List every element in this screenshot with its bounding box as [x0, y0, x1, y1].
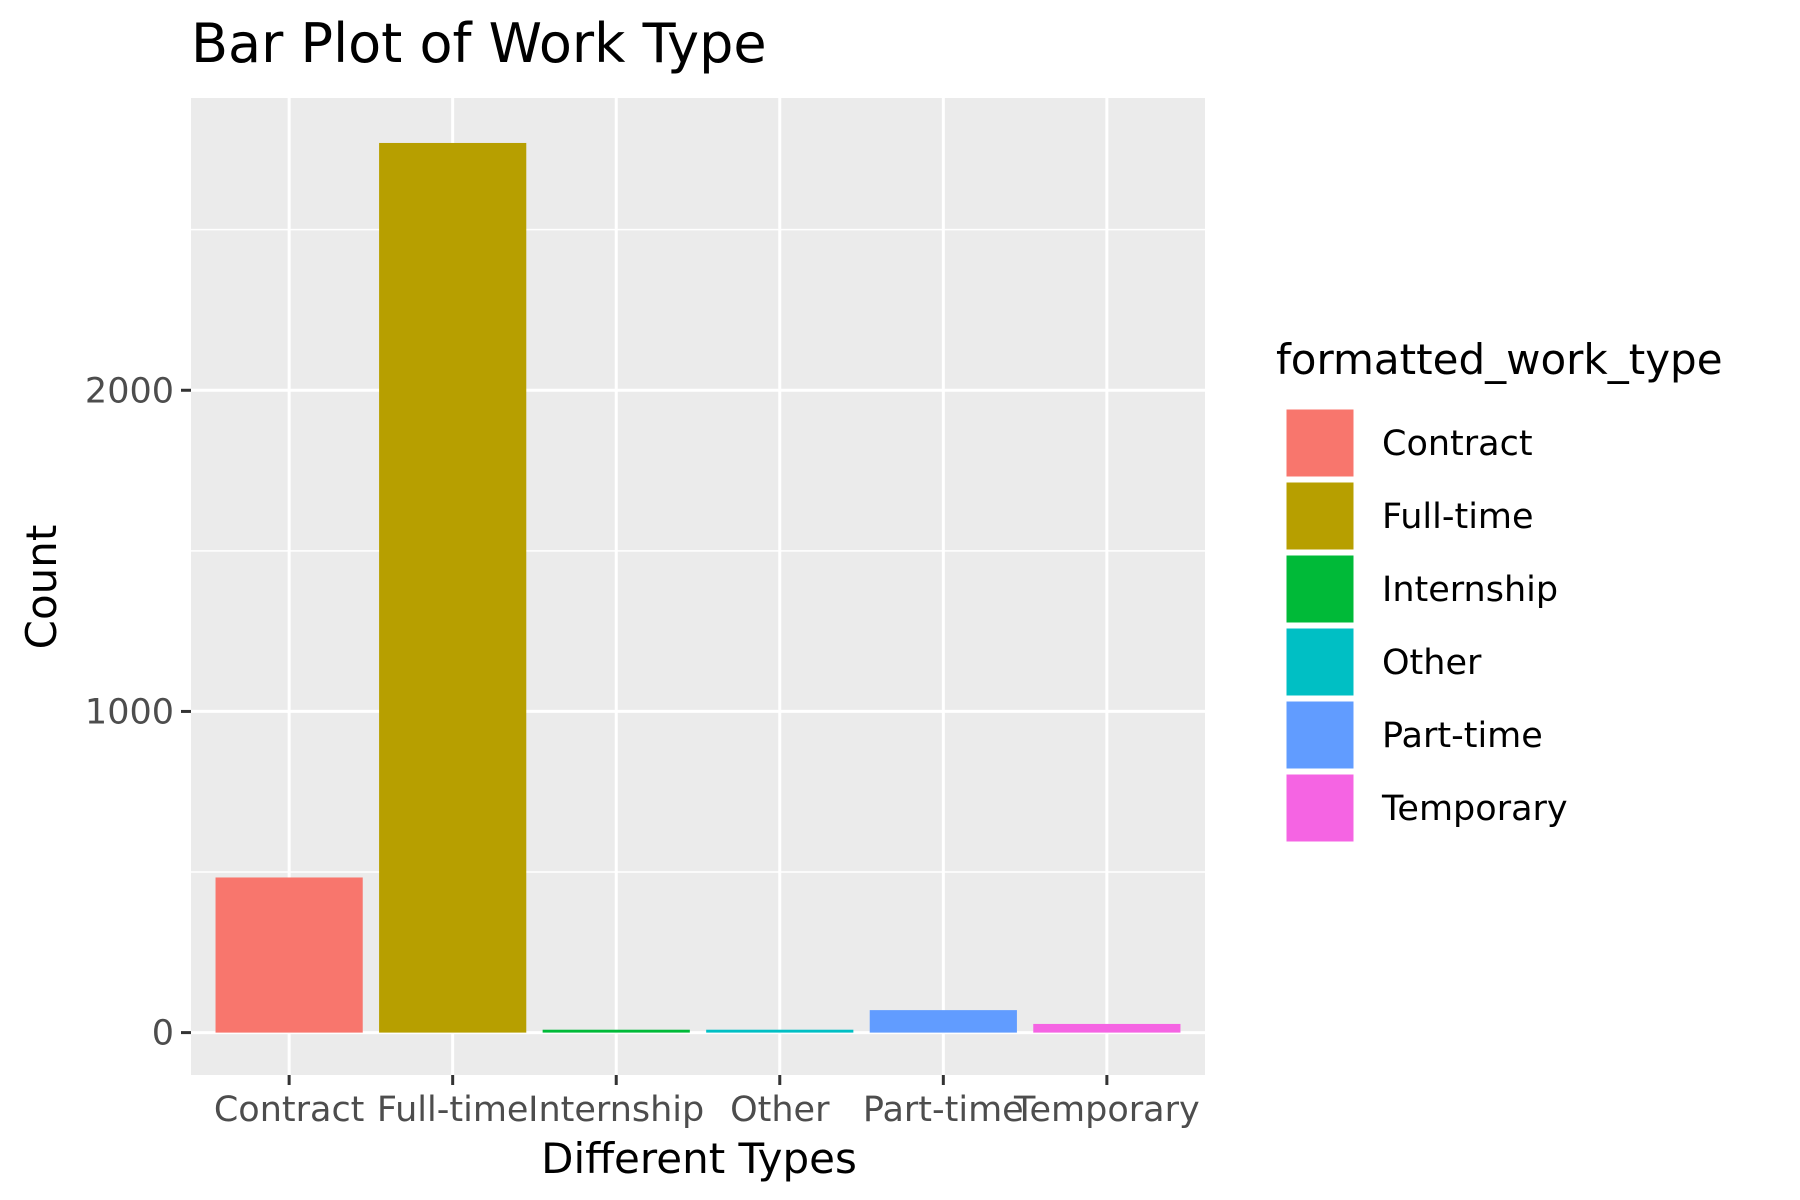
y-tick-label: 0 [152, 1014, 174, 1054]
legend-key [1283, 625, 1357, 699]
legend-key [1283, 698, 1357, 772]
x-axis-title: Different Types [541, 1134, 857, 1183]
bar-part-time [869, 1010, 1017, 1033]
y-tick-label: 2000 [85, 371, 174, 411]
bar-contract [215, 877, 363, 1033]
legend-items: Contract Full-time Internship Other Part-tim… [1283, 406, 1568, 845]
x-axis: Contract Full-time Internship Other Part-tim… [214, 1075, 1200, 1130]
x-tick-label: Other [730, 1090, 830, 1130]
x-tick-label: Internship [528, 1090, 704, 1130]
legend: formatted_work_type Contract Full-time Int… [1276, 335, 1723, 845]
bar-other [706, 1029, 854, 1033]
legend-key [1283, 771, 1357, 845]
chart-title: Bar Plot of Work Type [191, 12, 767, 75]
legend-key [1283, 479, 1357, 553]
x-tick-label: Temporary [1013, 1090, 1200, 1130]
grid-minor [191, 228, 1205, 873]
bar-internship [542, 1029, 690, 1033]
legend-label: Contract [1382, 424, 1533, 464]
legend-label: Internship [1382, 570, 1558, 610]
x-tick-label: Full-time [377, 1090, 529, 1130]
y-tick-label: 1000 [85, 692, 174, 732]
bars [215, 142, 1181, 1033]
y-axis-title: Count [17, 525, 66, 650]
legend-key [1283, 552, 1357, 626]
legend-label: Full-time [1382, 497, 1534, 537]
bar-temporary [1033, 1023, 1181, 1033]
legend-label: Temporary [1381, 789, 1568, 829]
legend-title: formatted_work_type [1276, 335, 1723, 384]
x-tick-label: Part-time [863, 1090, 1024, 1130]
legend-label: Other [1382, 643, 1482, 683]
legend-key [1283, 406, 1357, 480]
bar-full-time [379, 142, 527, 1033]
y-axis: 0 1000 2000 [85, 371, 191, 1054]
x-tick-label: Contract [214, 1090, 365, 1130]
legend-label: Part-time [1382, 716, 1543, 756]
